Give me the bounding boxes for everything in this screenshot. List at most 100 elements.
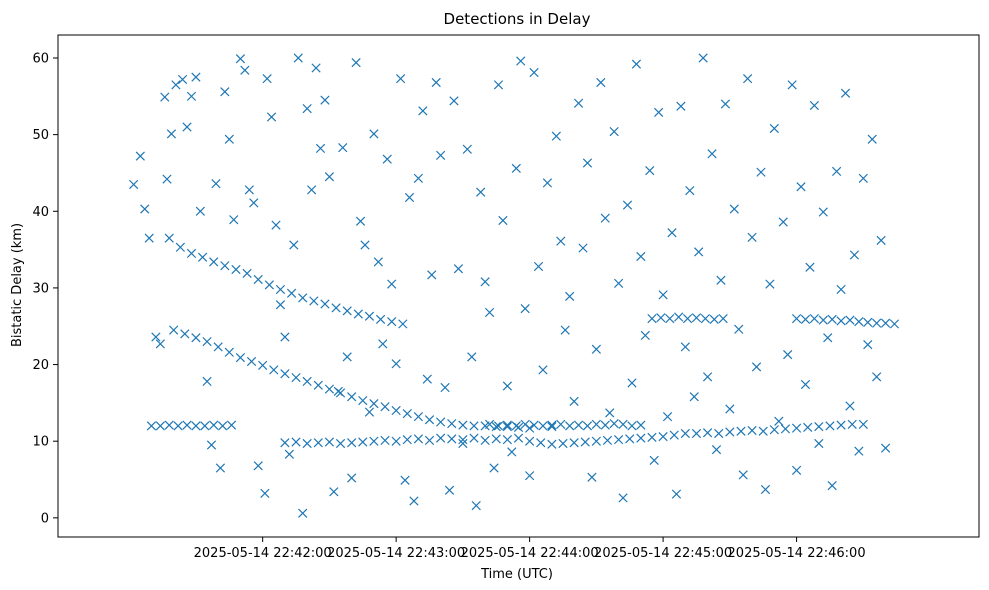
- data-point: [202, 336, 212, 347]
- data-point: [409, 496, 419, 506]
- data-point: [264, 280, 274, 290]
- data-point: [380, 402, 390, 412]
- data-point: [191, 421, 201, 431]
- data-point: [720, 99, 731, 109]
- data-point: [413, 173, 424, 183]
- data-point: [436, 150, 446, 160]
- data-point: [215, 463, 226, 473]
- data-point: [591, 436, 601, 446]
- data-point: [347, 473, 357, 483]
- data-point: [309, 296, 319, 306]
- data-point: [424, 435, 435, 446]
- data-point: [458, 438, 468, 449]
- data-point: [155, 339, 165, 349]
- data-point: [164, 233, 174, 243]
- data-point: [849, 250, 860, 260]
- data-point: [680, 342, 690, 352]
- data-point: [502, 435, 513, 445]
- data-point: [169, 325, 179, 335]
- data-point: [645, 166, 655, 176]
- data-point: [682, 313, 693, 324]
- data-point: [253, 461, 263, 471]
- data-point: [780, 424, 791, 434]
- data-point: [224, 347, 234, 357]
- data-point: [578, 243, 588, 253]
- data-point: [876, 235, 886, 246]
- data-point: [242, 268, 252, 278]
- data-point: [520, 419, 530, 429]
- data-point: [284, 449, 294, 459]
- data-point: [872, 372, 882, 382]
- data-point: [202, 376, 212, 387]
- data-point: [333, 386, 343, 397]
- data-point: [498, 215, 508, 226]
- data-point: [436, 417, 446, 427]
- data-point: [556, 236, 566, 246]
- data-point: [814, 422, 824, 432]
- data-point: [609, 126, 619, 137]
- data-point: [573, 420, 584, 430]
- data-point: [146, 421, 157, 431]
- data-point: [364, 311, 375, 321]
- data-point: [667, 228, 677, 238]
- data-point: [144, 233, 154, 243]
- data-point: [591, 344, 601, 354]
- data-point: [280, 438, 290, 448]
- data-point: [280, 332, 290, 342]
- data-point: [511, 421, 521, 431]
- data-point: [235, 353, 246, 363]
- data-point: [516, 56, 526, 66]
- data-point: [162, 174, 172, 184]
- data-point: [240, 65, 250, 75]
- data-point: [580, 437, 590, 447]
- y-tick-label: 60: [32, 51, 49, 66]
- data-point: [689, 392, 699, 402]
- data-point: [166, 129, 177, 139]
- data-point: [375, 314, 386, 324]
- data-point: [840, 88, 851, 98]
- data-point: [413, 434, 424, 444]
- data-point: [358, 395, 368, 406]
- data-point: [484, 419, 495, 429]
- data-point: [880, 443, 891, 453]
- data-point: [360, 240, 370, 250]
- data-point: [280, 369, 290, 379]
- data-point: [631, 59, 642, 69]
- data-point: [209, 257, 219, 267]
- data-point: [674, 312, 684, 322]
- data-point: [262, 74, 272, 84]
- data-point: [171, 80, 181, 90]
- data-point: [698, 53, 708, 63]
- data-point: [718, 313, 728, 324]
- data-point: [298, 293, 308, 303]
- data-point: [680, 428, 690, 439]
- data-point: [347, 438, 357, 448]
- data-point: [647, 432, 657, 442]
- data-point: [395, 74, 406, 84]
- data-point: [160, 92, 170, 102]
- data-point: [135, 151, 145, 161]
- data-point: [275, 300, 286, 310]
- series-0: [164, 233, 408, 329]
- data-point: [513, 433, 524, 443]
- data-point: [186, 248, 197, 259]
- data-point: [315, 143, 326, 154]
- data-point: [355, 216, 366, 226]
- data-point: [291, 437, 301, 447]
- data-point: [271, 220, 281, 230]
- data-point: [751, 362, 762, 372]
- data-point: [347, 392, 357, 402]
- data-point: [582, 158, 593, 168]
- data-point: [649, 455, 659, 465]
- data-point: [229, 215, 239, 225]
- data-point: [880, 318, 891, 328]
- data-point: [424, 415, 435, 425]
- data-point: [791, 465, 802, 475]
- data-point: [823, 333, 833, 343]
- data-point: [511, 163, 521, 173]
- data-point: [173, 421, 183, 431]
- data-point: [618, 419, 628, 429]
- data-point: [658, 290, 668, 300]
- data-point: [587, 472, 597, 482]
- data-point: [609, 418, 619, 429]
